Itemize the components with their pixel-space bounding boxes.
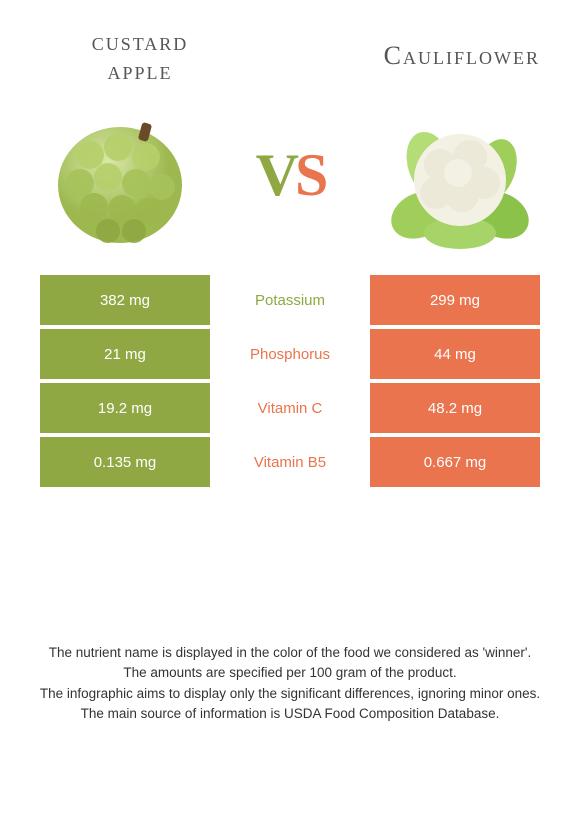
vs-label: VS (256, 141, 325, 210)
left-value: 19.2 mg (40, 383, 210, 433)
nutrient-row: 382 mgPotassium299 mg (40, 275, 540, 325)
nutrient-row: 19.2 mgVitamin C48.2 mg (40, 383, 540, 433)
left-value: 21 mg (40, 329, 210, 379)
nutrient-label: Vitamin C (210, 383, 370, 433)
nutrient-row: 0.135 mgVitamin B50.667 mg (40, 437, 540, 487)
vs-s: S (295, 142, 324, 208)
nutrient-label: Vitamin B5 (210, 437, 370, 487)
footer-line3: The infographic aims to display only the… (30, 684, 550, 704)
nutrient-label: Potassium (210, 275, 370, 325)
vs-v: V (256, 142, 295, 208)
right-value: 44 mg (370, 329, 540, 379)
nutrient-label: Phosphorus (210, 329, 370, 379)
right-value: 48.2 mg (370, 383, 540, 433)
footer-line4: The main source of information is USDA F… (30, 704, 550, 724)
left-title-line2: apple (107, 56, 172, 85)
left-value: 0.135 mg (40, 437, 210, 487)
nutrient-table: 382 mgPotassium299 mg21 mgPhosphorus44 m… (40, 275, 540, 487)
footer-notes: The nutrient name is displayed in the co… (0, 643, 580, 724)
nutrient-row: 21 mgPhosphorus44 mg (40, 329, 540, 379)
left-value: 382 mg (40, 275, 210, 325)
right-value: 0.667 mg (370, 437, 540, 487)
header: custard apple Cauliflower (0, 0, 580, 85)
images-row: VS (0, 85, 580, 275)
left-food-title: custard apple (40, 28, 240, 85)
footer-line1: The nutrient name is displayed in the co… (30, 643, 550, 663)
right-food-title: Cauliflower (320, 42, 540, 71)
custard-apple-image (40, 95, 200, 255)
left-title-line1: custard (92, 27, 189, 56)
footer-line2: The amounts are specified per 100 gram o… (30, 663, 550, 683)
right-value: 299 mg (370, 275, 540, 325)
cauliflower-image (380, 95, 540, 255)
